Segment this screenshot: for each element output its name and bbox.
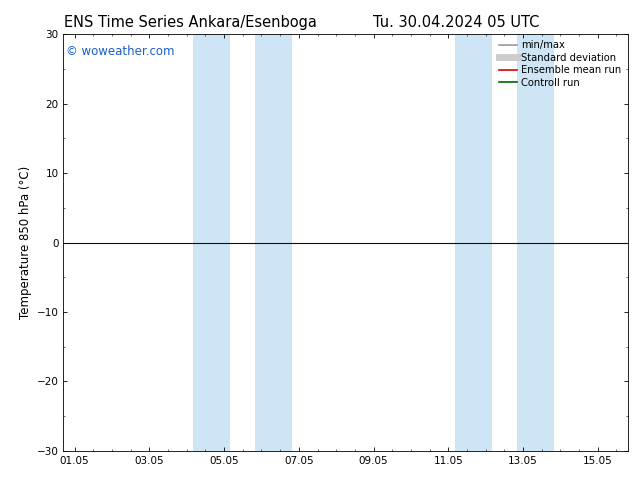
Text: Tu. 30.04.2024 05 UTC: Tu. 30.04.2024 05 UTC [373, 15, 540, 30]
Text: © woweather.com: © woweather.com [66, 45, 175, 58]
Legend: min/max, Standard deviation, Ensemble mean run, Controll run: min/max, Standard deviation, Ensemble me… [496, 37, 624, 91]
Bar [455, 34, 492, 451]
Y-axis label: Temperature 850 hPa (°C): Temperature 850 hPa (°C) [20, 166, 32, 319]
Text: ENS Time Series Ankara/Esenboga: ENS Time Series Ankara/Esenboga [64, 15, 316, 30]
Bar [193, 34, 230, 451]
Bar [517, 34, 554, 451]
Bar [255, 34, 292, 451]
